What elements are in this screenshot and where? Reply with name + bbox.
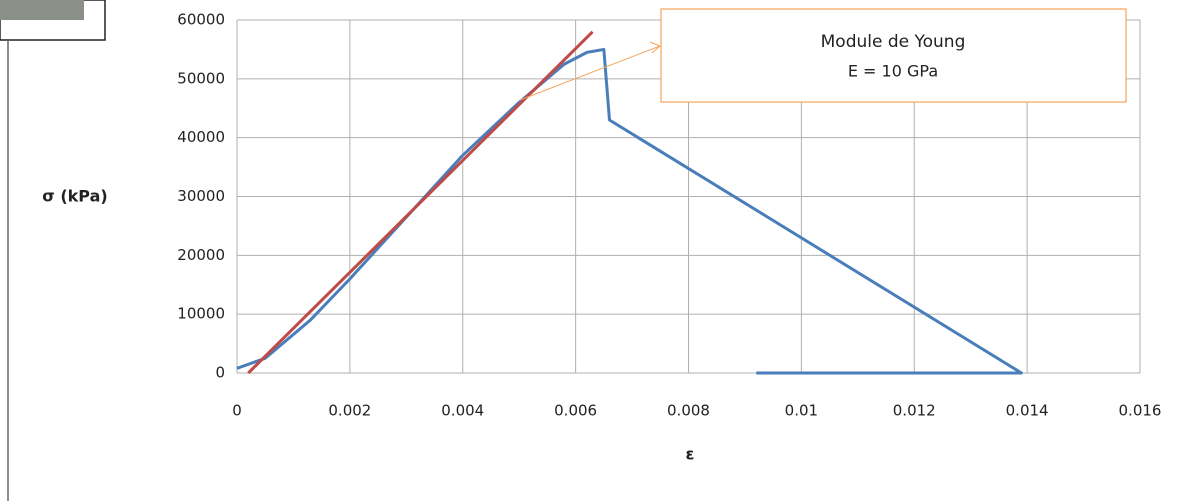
annotation-text: Module de Young <box>821 32 966 52</box>
y-tick-label: 10000 <box>177 305 225 323</box>
x-tick-label: 0.014 <box>1006 402 1049 420</box>
y-tick-label: 60000 <box>177 11 225 29</box>
x-tick-label: 0.008 <box>667 402 710 420</box>
x-axis-label: ε <box>686 445 695 464</box>
x-tick-label: 0.006 <box>554 402 597 420</box>
y-tick-label: 20000 <box>177 246 225 264</box>
annotation-text: E = 10 GPa <box>848 62 938 81</box>
thumbnail <box>0 0 84 20</box>
y-tick-label: 40000 <box>177 128 225 146</box>
y-axis-label: σ (kPa) <box>42 187 107 206</box>
annotation-arrow <box>520 46 660 100</box>
y-tick-label: 30000 <box>177 187 225 205</box>
y-tick-label: 0 <box>215 364 225 382</box>
series-line <box>248 32 592 373</box>
x-tick-label: 0.002 <box>328 402 371 420</box>
x-tick-label: 0.016 <box>1119 402 1162 420</box>
annotation-box <box>661 9 1126 102</box>
x-tick-label: 0.012 <box>893 402 936 420</box>
x-tick-label: 0.004 <box>441 402 484 420</box>
x-tick-label: 0.01 <box>785 402 818 420</box>
chart: σ (kPa) ε 0 10000 20000 30000 40000 50000 6000… <box>0 0 1198 501</box>
x-tick-label: 0 <box>232 402 242 420</box>
y-tick-label: 50000 <box>177 69 225 87</box>
